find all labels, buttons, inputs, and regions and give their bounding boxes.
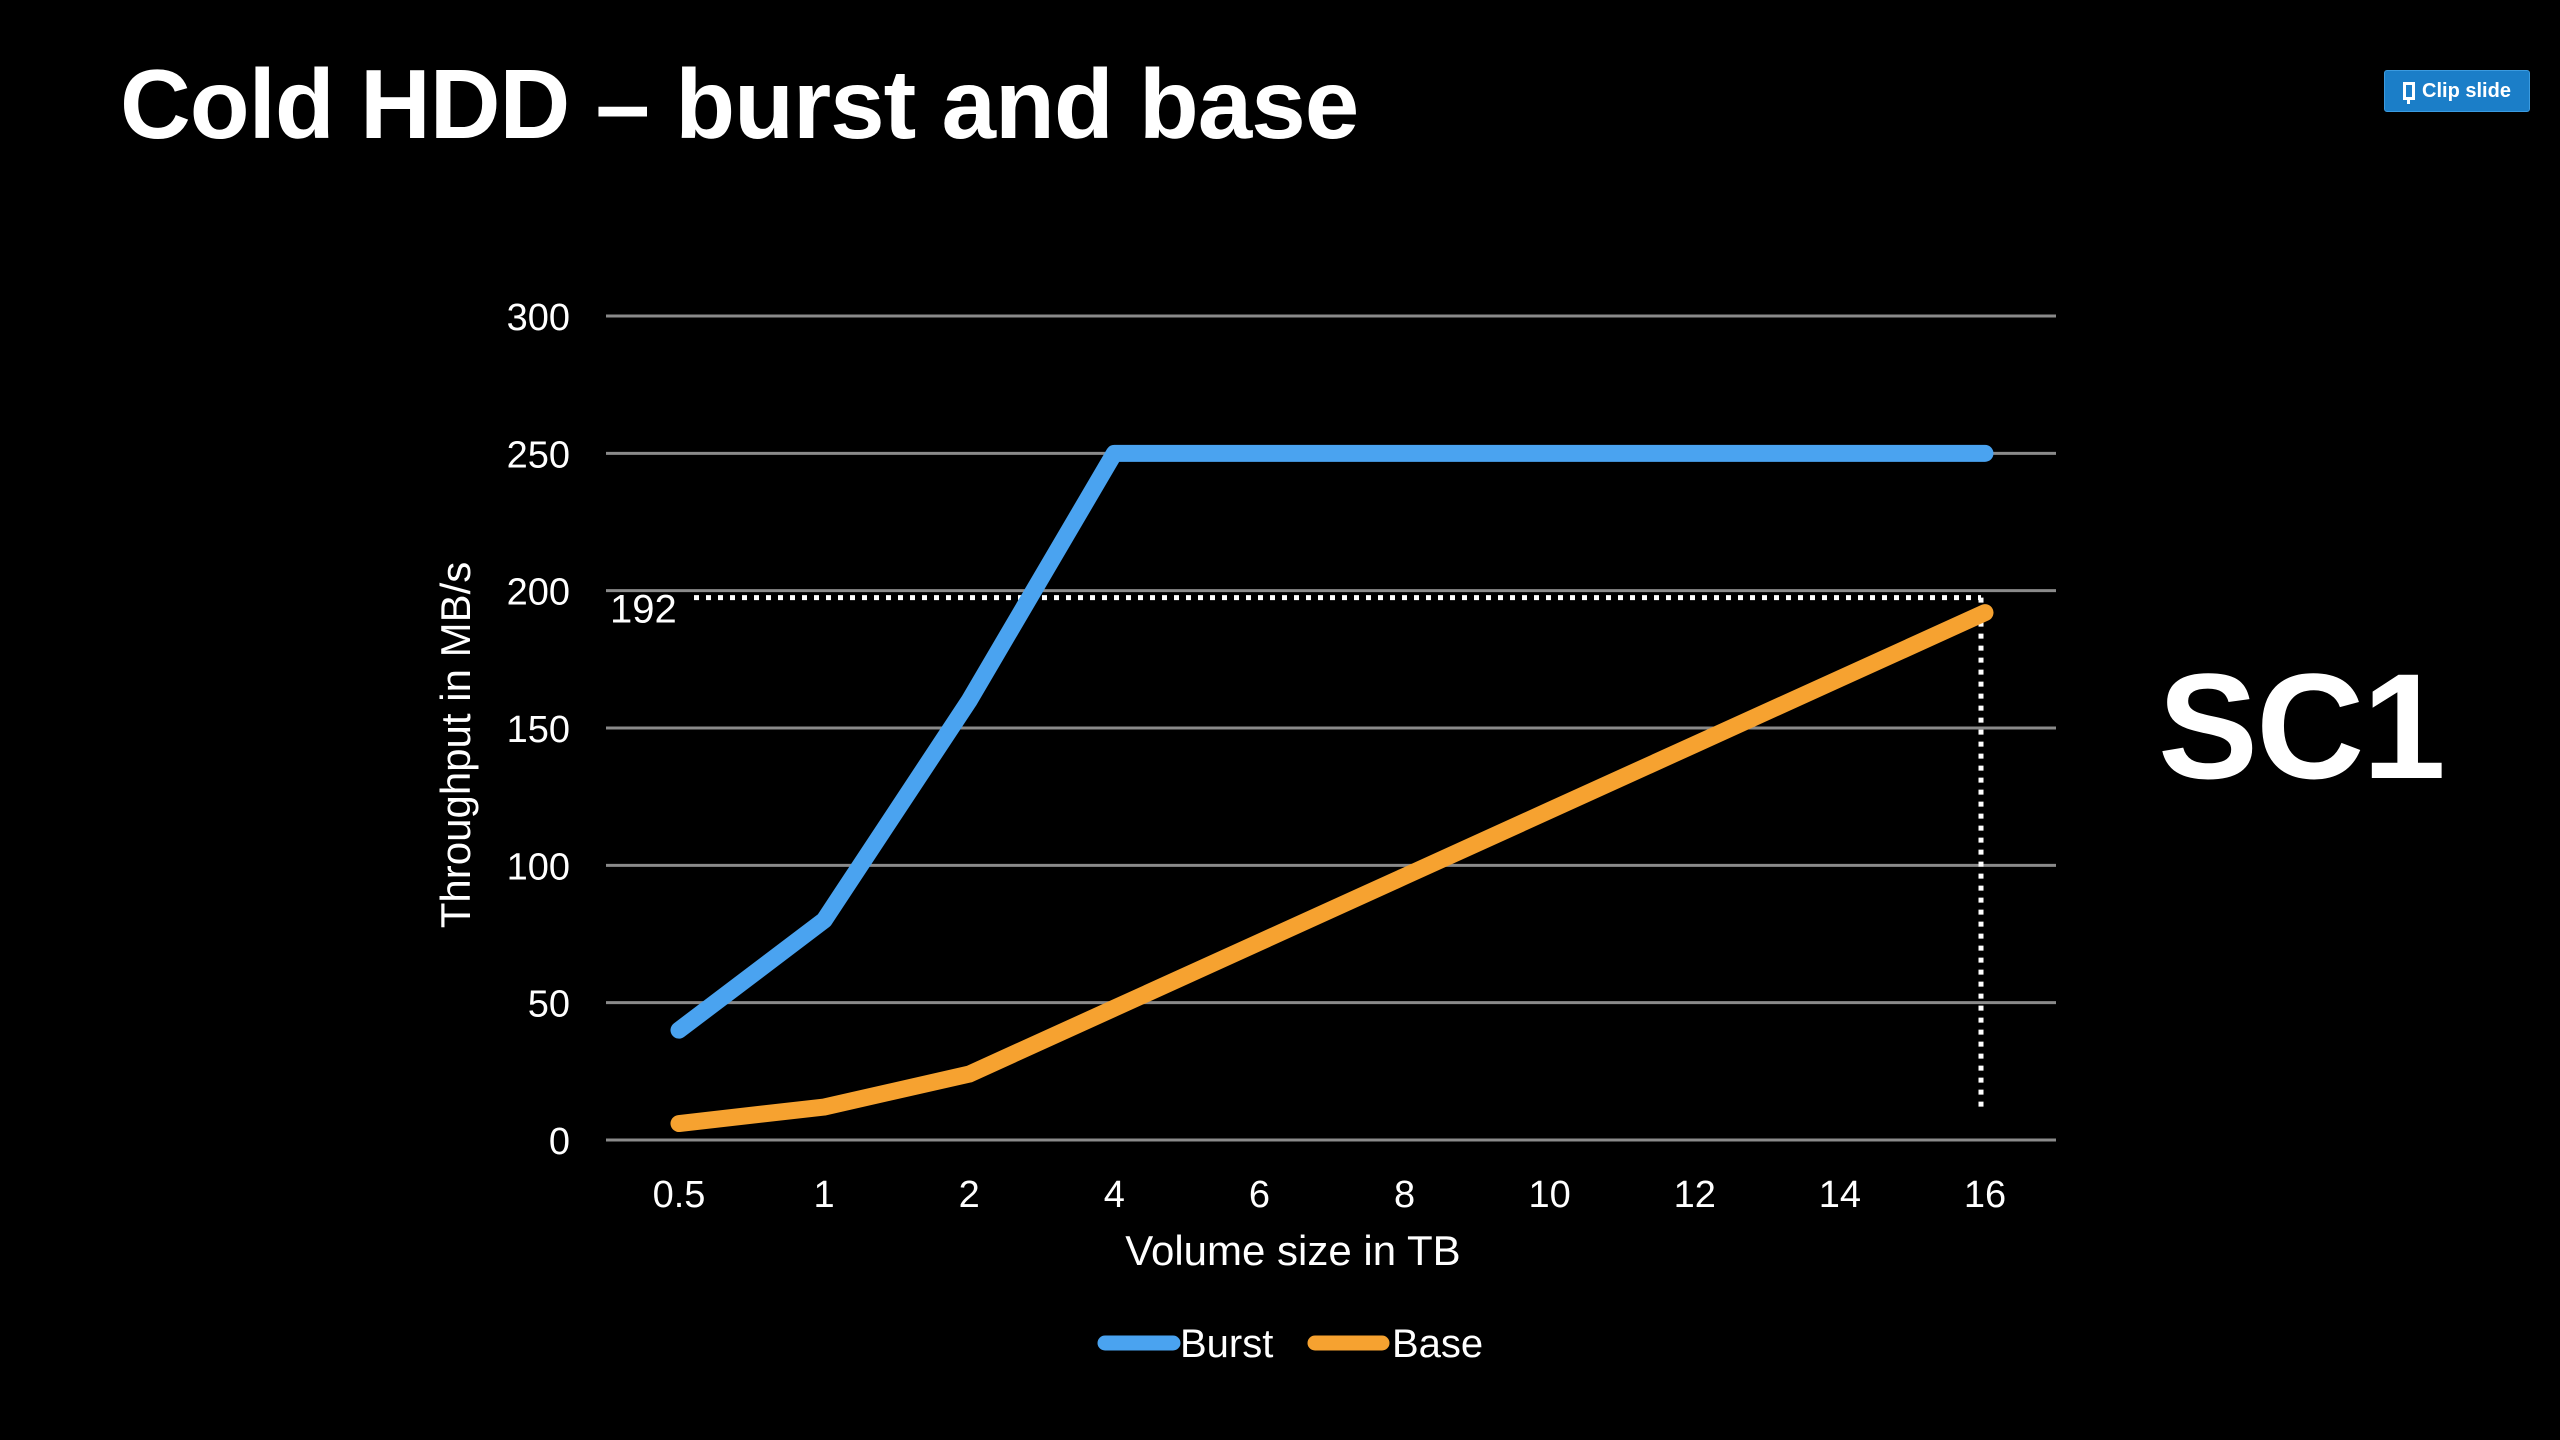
- y-tick-label: 50: [528, 984, 570, 1026]
- series-layer: [670, 444, 1994, 1133]
- y-tick-label: 200: [507, 572, 570, 614]
- x-tick-label: 0.5: [653, 1174, 706, 1216]
- legend-label-base: Base: [1392, 1322, 1483, 1366]
- y-tick-labels: 0 50 100 150 200 250 300: [507, 297, 570, 1163]
- x-tick-label: 10: [1529, 1174, 1571, 1216]
- x-tick-label: 4: [1104, 1174, 1125, 1216]
- y-tick-label: 250: [507, 434, 570, 476]
- clip-slide-label: Clip slide: [2422, 79, 2511, 102]
- y-tick-label: 0: [549, 1121, 570, 1163]
- clip-icon: [2403, 82, 2416, 104]
- y-tick-label: 150: [507, 709, 570, 751]
- y-tick-label: 100: [507, 846, 570, 888]
- slide-title: Cold HDD – burst and base: [120, 49, 1359, 159]
- x-tick-label: 8: [1394, 1174, 1415, 1216]
- x-tick-label: 1: [814, 1174, 835, 1216]
- gridlines: [606, 314, 2056, 1142]
- series-line-burst: [670, 444, 1994, 1039]
- volume-type-label: SC1: [2158, 642, 2446, 810]
- x-tick-label: 14: [1819, 1174, 1861, 1216]
- x-tick-labels: 0.5 1 2 4 6 8 10 12 14 16: [653, 1174, 2007, 1216]
- y-axis-label: Throughput in MB/s: [432, 562, 479, 929]
- x-tick-label: 6: [1249, 1174, 1270, 1216]
- x-tick-label: 12: [1674, 1174, 1716, 1216]
- x-tick-label: 2: [959, 1174, 980, 1216]
- x-axis-label: Volume size in TB: [1125, 1227, 1460, 1274]
- x-tick-label: 16: [1964, 1174, 2006, 1216]
- annotation-layer: 192: [610, 588, 1984, 1112]
- clip-slide-button[interactable]: Clip slide: [2384, 70, 2530, 112]
- legend: Burst Base: [1097, 1322, 1483, 1366]
- annotation-label: 192: [610, 588, 677, 632]
- series-line-base: [670, 604, 1994, 1133]
- legend-label-burst: Burst: [1180, 1322, 1273, 1366]
- y-tick-label: 300: [507, 297, 570, 339]
